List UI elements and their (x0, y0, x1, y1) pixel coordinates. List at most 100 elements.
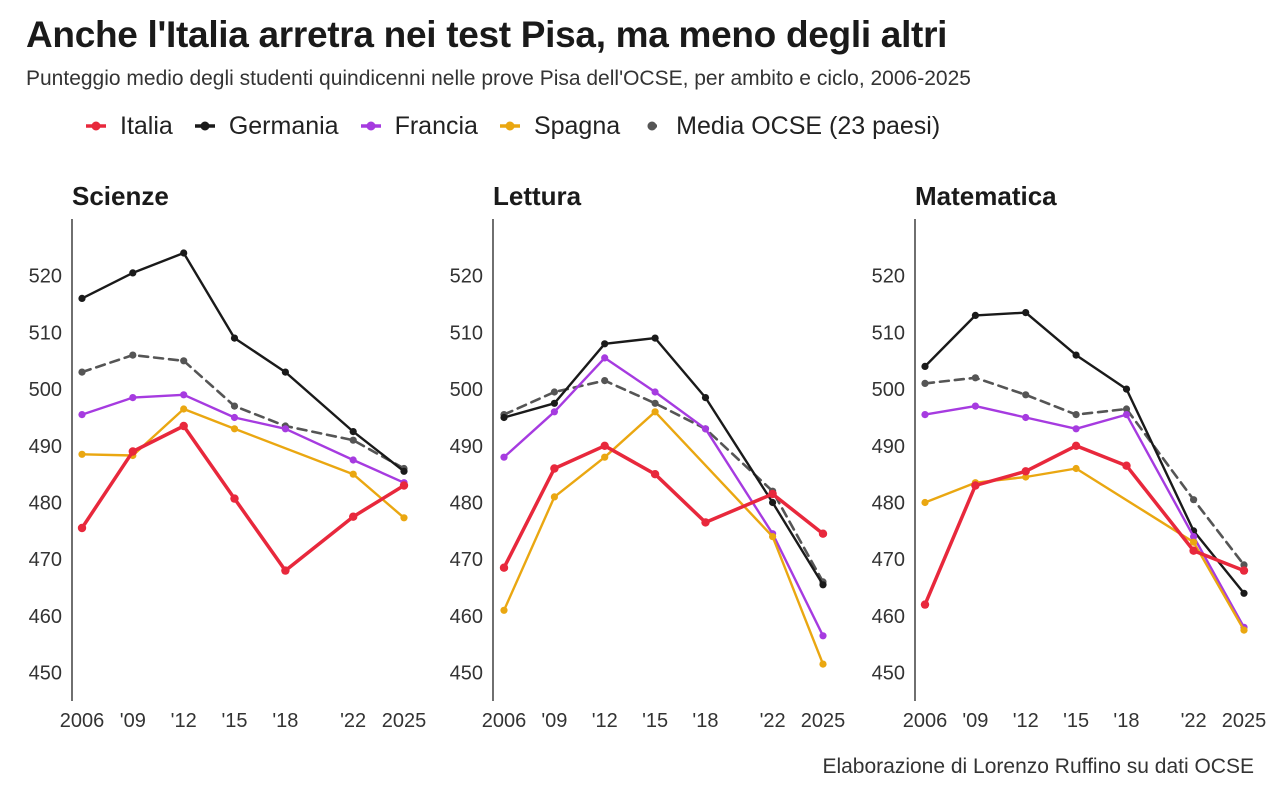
series-line-germania (502, 336, 825, 586)
data-point-media-ocse-23-paesi (129, 351, 137, 359)
x-tick-label: '12 (592, 710, 618, 732)
data-point-media-ocse-23-paesi (601, 377, 609, 385)
legend-label: Italia (120, 111, 173, 140)
legend-swatch (499, 121, 520, 131)
y-tick-label: 510 (29, 322, 62, 344)
y-tick-label: 510 (872, 322, 905, 344)
data-point-spagna (769, 533, 777, 541)
y-tick-label: 470 (450, 549, 483, 571)
y-tick-label: 450 (450, 663, 483, 685)
data-point-italia (1239, 566, 1249, 575)
data-point-germania (129, 269, 137, 277)
data-point-spagna (819, 660, 827, 668)
data-point-francia (129, 394, 137, 402)
data-point-germania (819, 581, 827, 589)
data-point-media-ocse-23-paesi (550, 388, 559, 396)
y-tick-label: 460 (450, 606, 483, 628)
data-point-italia (1021, 467, 1030, 476)
data-point-germania (651, 334, 659, 342)
data-point-francia (701, 425, 710, 433)
series-line-spagna (502, 410, 825, 666)
x-tick-label: '09 (120, 710, 146, 732)
data-point-germania (230, 334, 239, 342)
data-point-spagna (601, 453, 609, 461)
data-point-italia (920, 600, 930, 609)
series-line-italia (923, 444, 1246, 607)
legend: Italia Germania Francia Spagna Media OCSE (2… (82, 108, 958, 144)
panel-scienze: Scienze 450 460 470 480 490 500 510 520 2006 '09 '1… (29, 181, 427, 732)
y-tick-label: 470 (872, 549, 905, 571)
panel-title: Scienze (72, 181, 169, 211)
y-tick-label: 480 (872, 493, 905, 515)
data-point-media-ocse-23-paesi (1190, 496, 1198, 504)
data-point-italia (499, 563, 509, 572)
data-point-italia (230, 494, 239, 503)
data-point-francia (78, 411, 86, 419)
data-point-media-ocse-23-paesi (1072, 411, 1080, 419)
y-tick-label: 480 (29, 493, 62, 515)
data-point-germania (281, 368, 289, 376)
data-point-germania (769, 498, 777, 507)
data-point-italia (77, 523, 87, 533)
series-line-spagna (923, 467, 1246, 632)
data-point-media-ocse-23-paesi (230, 402, 239, 410)
data-point-media-ocse-23-paesi (921, 379, 929, 387)
x-tick-label: 2006 (903, 710, 948, 732)
data-point-italia (281, 566, 290, 575)
y-tick-label: 520 (872, 266, 905, 288)
data-point-italia (600, 441, 609, 450)
data-point-francia (651, 388, 659, 396)
y-tick-label: 500 (450, 379, 483, 401)
legend-item-italia: Italia (82, 112, 173, 141)
x-tick-label: '18 (272, 710, 298, 732)
data-point-francia (601, 354, 609, 362)
data-point-spagna (500, 606, 508, 614)
y-tick-label: 490 (872, 436, 905, 458)
data-point-italia (1189, 546, 1198, 555)
data-point-italia (650, 470, 660, 479)
x-tick-label: '22 (340, 710, 366, 732)
chart-title: Anche l'Italia arretra nei test Pisa, ma… (26, 14, 948, 55)
data-point-spagna (230, 425, 239, 433)
data-point-francia (550, 408, 559, 416)
panel-title: Lettura (493, 181, 582, 211)
data-point-germania (1072, 351, 1080, 359)
y-tick-label: 450 (872, 663, 905, 685)
data-point-italia (701, 518, 710, 527)
data-point-germania (180, 249, 188, 257)
data-point-media-ocse-23-paesi (1122, 405, 1131, 413)
data-point-francia (1190, 533, 1198, 541)
data-point-italia (818, 529, 828, 538)
x-tick-label: '22 (1181, 710, 1207, 732)
x-tick-label: '09 (541, 710, 567, 732)
data-point-germania (971, 311, 980, 319)
legend-label: Media OCSE (23 paesi) (676, 111, 941, 140)
y-tick-label: 490 (450, 436, 483, 458)
data-point-francia (281, 425, 289, 433)
data-point-media-ocse-23-paesi (1022, 391, 1030, 399)
x-tick-label: '22 (760, 710, 786, 732)
data-point-media-ocse-23-paesi (78, 368, 86, 376)
data-point-media-ocse-23-paesi (971, 374, 980, 382)
x-tick-label: 2025 (382, 710, 427, 732)
data-point-italia (1122, 461, 1131, 470)
x-tick-label: '18 (692, 710, 718, 732)
data-point-francia (180, 391, 188, 399)
data-point-germania (550, 399, 559, 407)
series-line-italia (80, 424, 406, 573)
data-point-italia (128, 447, 137, 456)
data-point-germania (349, 428, 357, 436)
panel-matematica: Matematica 450 460 470 480 490 500 510 520 2006 '0… (872, 181, 1267, 732)
data-point-spagna (349, 470, 357, 478)
y-tick-label: 480 (450, 493, 483, 515)
data-point-spagna (78, 450, 86, 458)
x-tick-label: 2006 (482, 710, 527, 732)
panel-title: Matematica (915, 181, 1057, 211)
data-point-francia (921, 411, 929, 419)
panel-lettura: Lettura 450 460 470 480 490 500 510 520 2006 '09 '1… (450, 181, 846, 732)
legend-label: Germania (228, 111, 339, 140)
x-tick-label: 2025 (1222, 710, 1267, 732)
data-point-media-ocse-23-paesi (180, 357, 188, 365)
data-point-francia (1022, 413, 1030, 422)
legend-swatch (86, 121, 106, 131)
